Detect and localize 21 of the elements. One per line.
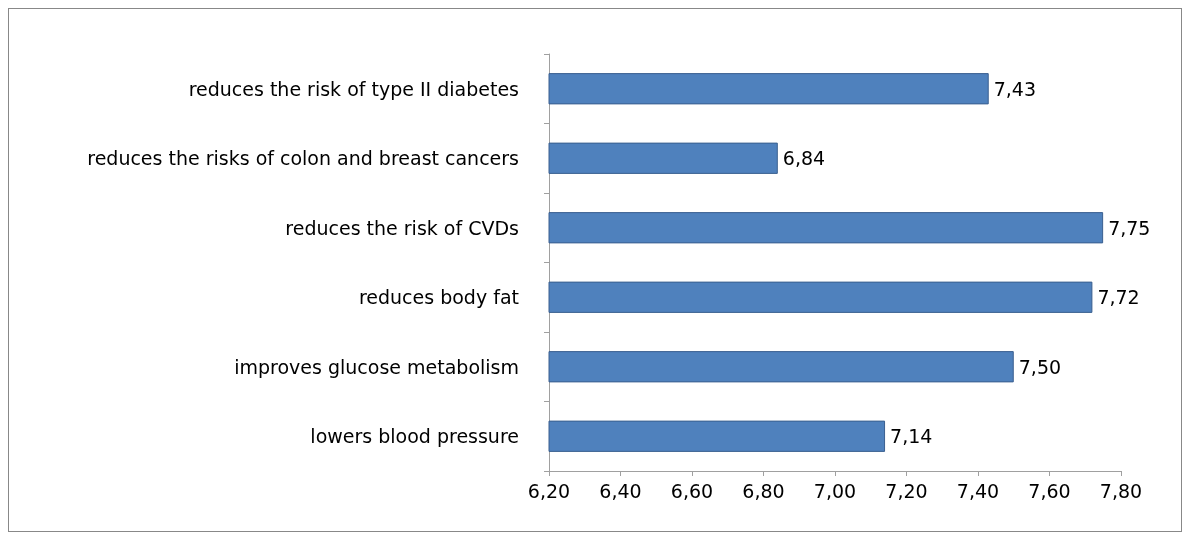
x-tick-label: 7,20 [885,479,928,502]
x-tick-label: 7,60 [1028,479,1071,502]
data-label: 7,43 [993,77,1037,100]
y-tick-label: reduces body fat [358,286,519,309]
data-label: 6,84 [782,147,826,170]
x-tick-label: 6,40 [599,479,642,502]
data-label: 7,50 [1018,355,1062,378]
x-tick-label: 6,20 [527,479,571,502]
y-tick-label: lowers blood pressure [310,425,519,448]
x-tick-label: 6,60 [670,479,714,502]
x-tick-label: 7,40 [956,479,1000,502]
data-label: 7,14 [890,425,933,448]
x-tick-label: 6,80 [742,479,785,502]
x-tick-label: 7,00 [813,479,857,502]
data-label: 7,72 [1097,286,1140,309]
y-tick-label: reduces the risk of type II diabetes [188,77,519,100]
data-label: 7,75 [1108,216,1151,239]
y-tick-label: reduces the risks of colon and breast cancers [87,147,519,170]
x-tick-label: 7,80 [1099,479,1143,502]
y-tick-label: improves glucose metabolism [234,355,519,378]
y-tick-label: reduces the risk of CVDs [285,216,519,239]
